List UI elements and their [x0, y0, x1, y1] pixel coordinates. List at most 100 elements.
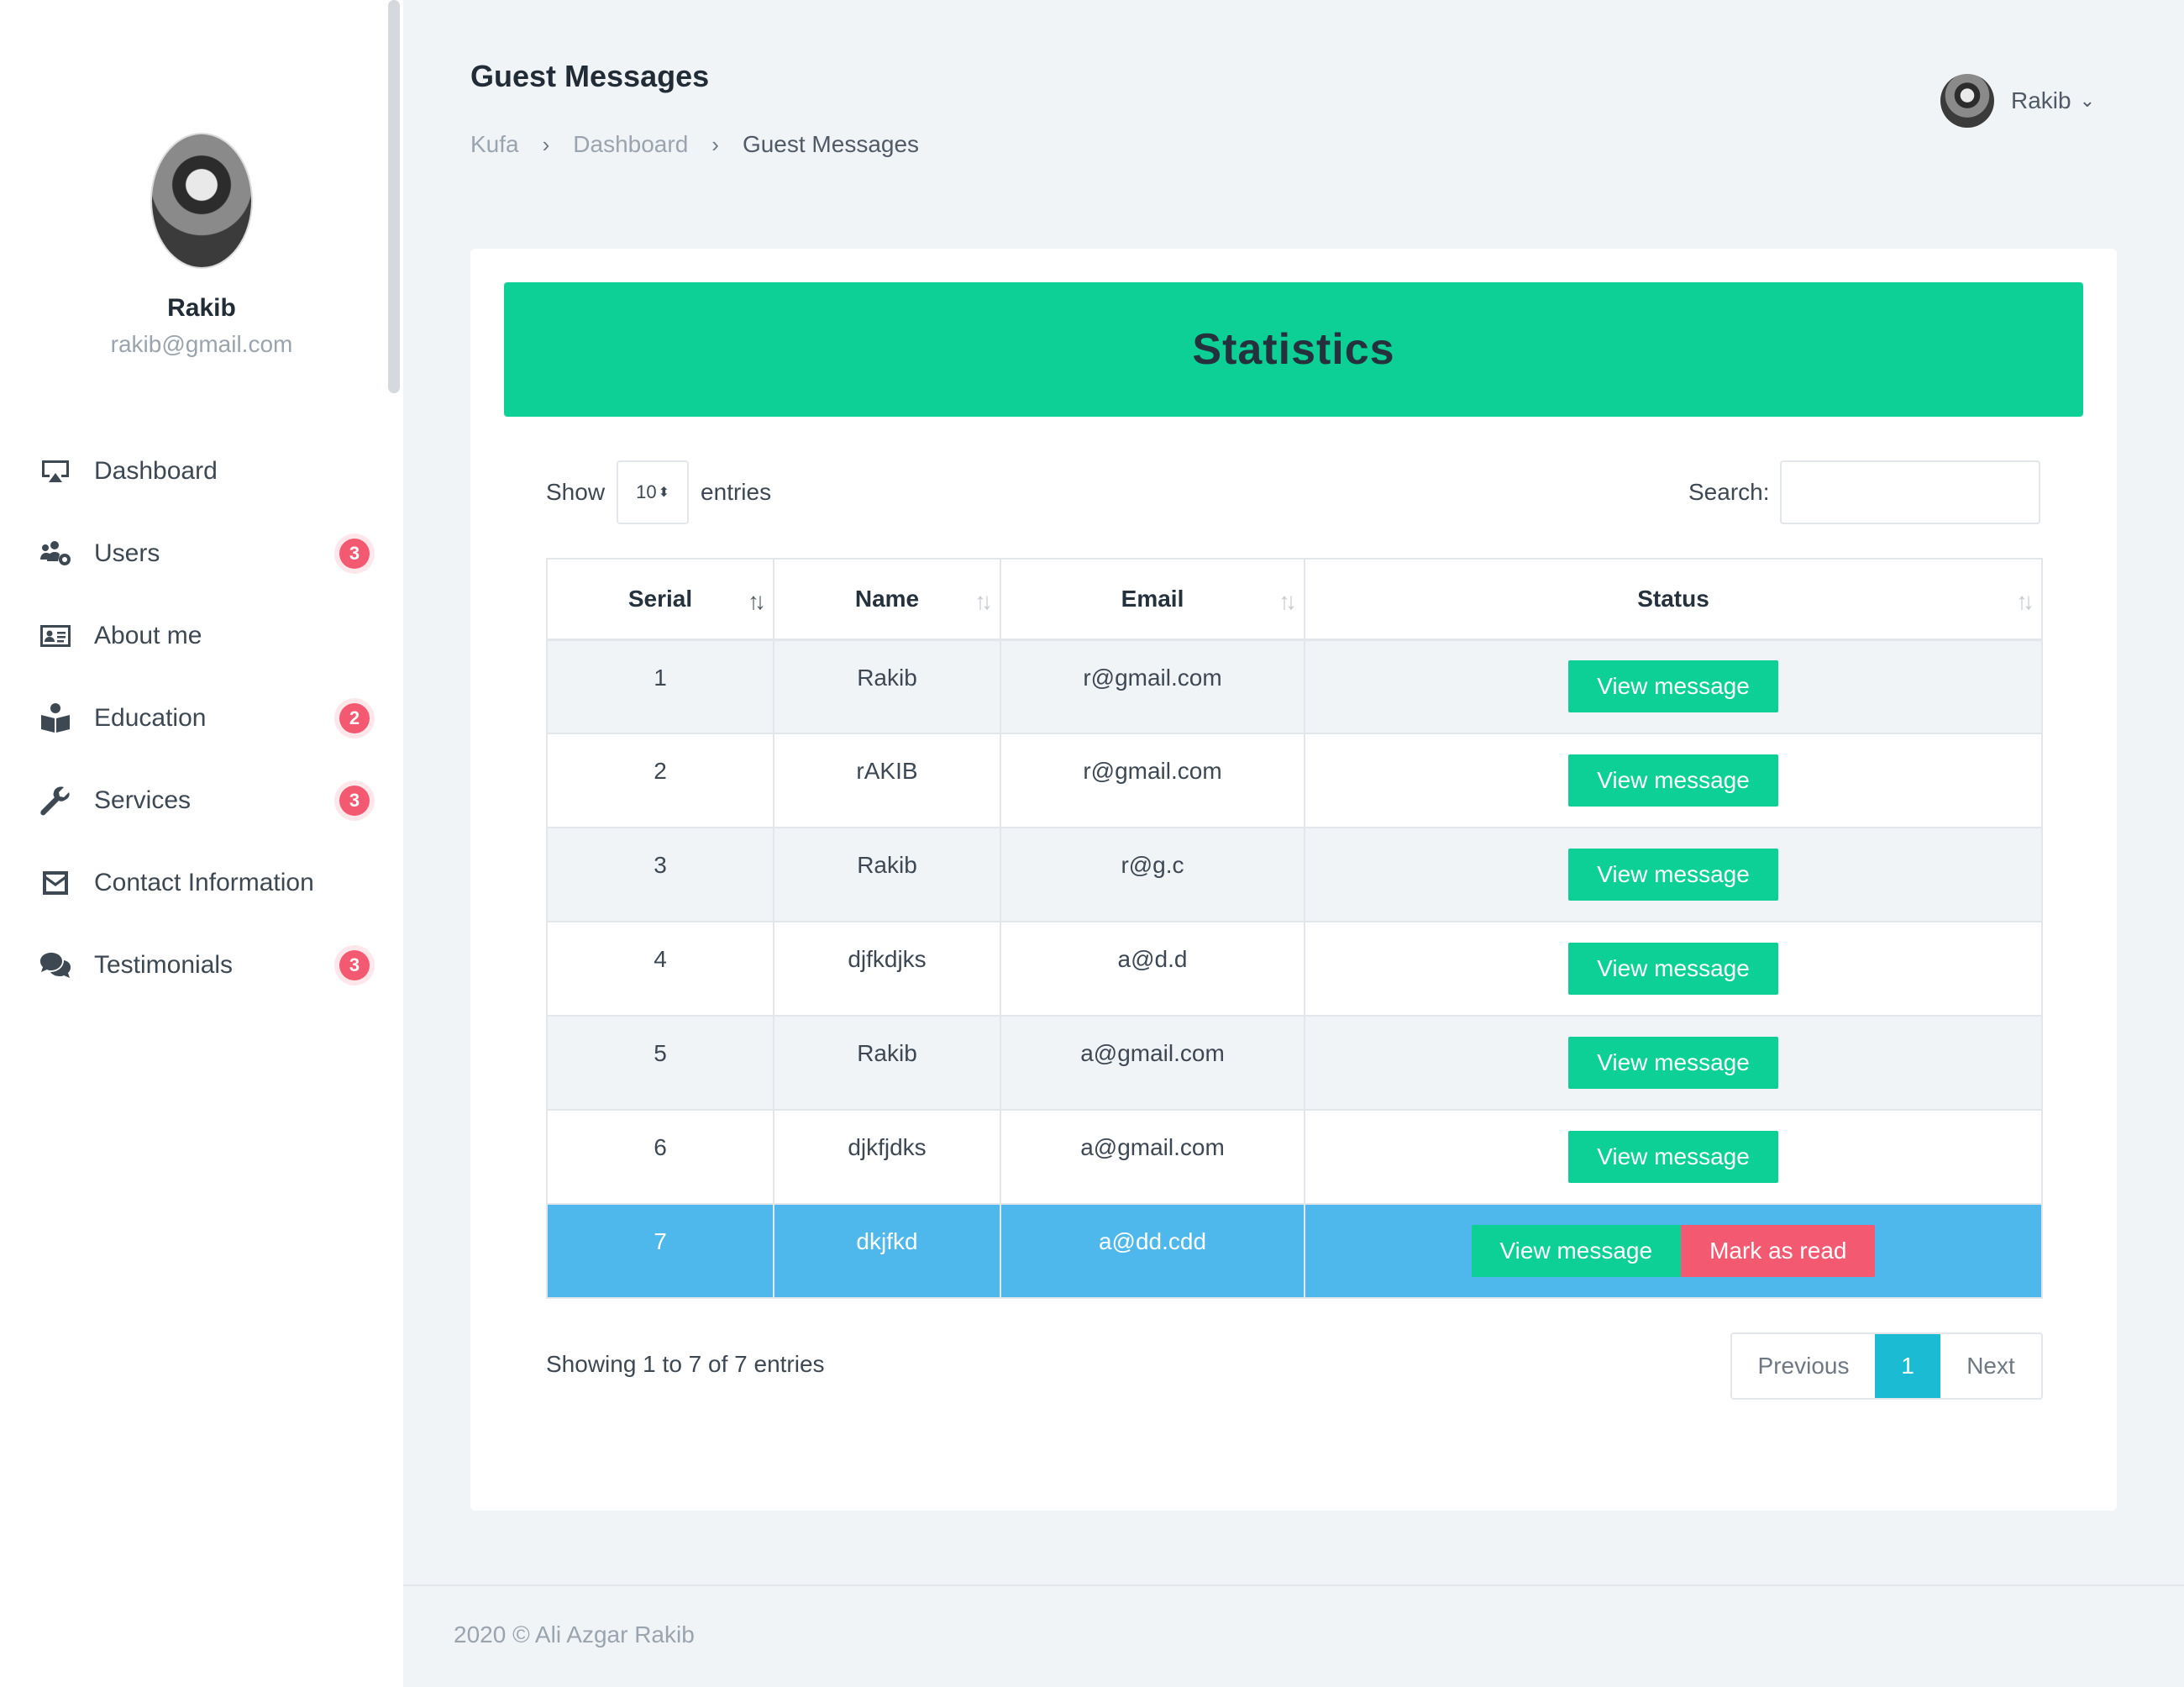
user-menu[interactable]: Rakib ⌄ [1940, 74, 2095, 128]
sort-icon: ↑↓ [974, 587, 993, 614]
cell-name: Rakib [773, 827, 1001, 922]
table-row[interactable]: 5 Rakib a@gmail.com View message [546, 1015, 2043, 1111]
wrench-icon [37, 782, 74, 819]
cell-name: Rakib [773, 1015, 1001, 1111]
view-message-button[interactable]: View message [1568, 849, 1778, 901]
search-input[interactable] [1779, 460, 2040, 524]
sidebar-item-education[interactable]: Education 2 [0, 677, 403, 759]
column-header-serial[interactable]: Serial ↑↓ [546, 558, 774, 641]
avatar [1940, 74, 1994, 128]
cell-status: View message [1304, 639, 2043, 734]
mark-as-read-button[interactable]: Mark as read [1681, 1225, 1876, 1277]
profile-email: rakib@gmail.com [110, 331, 293, 357]
table-row[interactable]: 4 djfkdjks a@d.d View message [546, 921, 2043, 1017]
view-message-button[interactable]: View message [1471, 1225, 1682, 1277]
cell-status: View message [1304, 921, 2043, 1017]
pagination-page-button[interactable]: 1 [1875, 1334, 1940, 1398]
cell-email: a@dd.cdd [1000, 1203, 1305, 1299]
users-gear-icon [37, 535, 74, 572]
page-title: Guest Messages [470, 59, 710, 93]
chevron-right-icon: › [542, 131, 550, 157]
column-header-label: Email [1121, 585, 1184, 612]
sidebar-item-users[interactable]: Users 3 [0, 512, 403, 595]
cell-email: r@g.c [1000, 827, 1305, 922]
profile-block: Rakib rakib@gmail.com [0, 133, 403, 358]
column-header-email[interactable]: Email ↑↓ [1000, 558, 1305, 641]
view-message-button[interactable]: View message [1568, 943, 1778, 995]
cell-email: r@gmail.com [1000, 639, 1305, 734]
table-row[interactable]: 2 rAKIB r@gmail.com View message [546, 733, 2043, 828]
envelope-icon [37, 865, 74, 901]
chevron-down-icon: ⌄ [2079, 90, 2096, 111]
search-control: Search: [1688, 460, 2040, 524]
cell-status: View message [1304, 733, 2043, 828]
sort-arrows-icon: ⬍ [658, 486, 669, 500]
entries-label: entries [701, 479, 772, 505]
column-header-label: Status [1637, 585, 1709, 612]
entries-select-value: 10 [636, 481, 657, 502]
cell-status: View message [1304, 1109, 2043, 1205]
pagination-previous-button[interactable]: Previous [1732, 1334, 1875, 1398]
profile-avatar [150, 133, 253, 269]
table-info: Showing 1 to 7 of 7 entries [546, 1351, 825, 1377]
sidebar-item-about-me[interactable]: About me [0, 595, 403, 677]
sidebar-item-contact-information[interactable]: Contact Information [0, 842, 403, 924]
entries-select[interactable]: 10 ⬍ [617, 460, 690, 524]
table-row-unread[interactable]: 7 dkjfkd a@dd.cdd View message Mark as r… [546, 1203, 2043, 1299]
pagination-next-button[interactable]: Next [1940, 1334, 2041, 1398]
table-row[interactable]: 1 Rakib r@gmail.com View message [546, 639, 2043, 734]
column-header-label: Serial [627, 585, 693, 612]
sidebar-item-label: Services [94, 786, 192, 814]
card-banner-title: Statistics [504, 282, 2083, 417]
cell-serial: 2 [546, 733, 774, 828]
breadcrumb-current: Guest Messages [742, 131, 920, 157]
column-header-name[interactable]: Name ↑↓ [773, 558, 1001, 641]
chevron-right-icon: › [711, 131, 719, 157]
cell-status: View message [1304, 827, 2043, 922]
cell-email: a@d.d [1000, 921, 1305, 1017]
view-message-button[interactable]: View message [1568, 1131, 1778, 1183]
sidebar-item-label: About me [94, 622, 202, 649]
entries-length-control: Show 10 ⬍ entries [546, 460, 771, 524]
breadcrumb: Kufa › Dashboard › Guest Messages [470, 131, 919, 158]
cell-status: View message Mark as read [1304, 1203, 2043, 1299]
breadcrumb-home-link[interactable]: Kufa [470, 131, 519, 157]
sidebar-menu: Dashboard Users 3 About me Education 2 [0, 430, 403, 1006]
table-row[interactable]: 6 djkfjdks a@gmail.com View message [546, 1109, 2043, 1205]
count-badge: 2 [339, 703, 370, 733]
id-card-icon [37, 618, 74, 654]
footer-divider [403, 1585, 2184, 1586]
sidebar-scrollbar[interactable] [388, 0, 400, 393]
cell-serial: 3 [546, 827, 774, 922]
sort-icon: ↑↓ [748, 587, 766, 614]
table-header-row: Serial ↑↓ Name ↑↓ Email ↑↓ Status ↑↓ [546, 558, 2043, 641]
sidebar-item-label: Dashboard [94, 457, 218, 485]
cell-name: djfkdjks [773, 921, 1001, 1017]
book-reader-icon [37, 700, 74, 737]
view-message-button[interactable]: View message [1568, 660, 1778, 713]
pagination: Previous 1 Next [1730, 1332, 2043, 1400]
sidebar-item-label: Testimonials [94, 951, 234, 979]
sidebar-item-label: Users [94, 539, 160, 567]
view-message-button[interactable]: View message [1568, 754, 1778, 807]
comments-icon [37, 947, 74, 984]
cell-serial: 1 [546, 639, 774, 734]
statistics-card: Statistics Show 10 ⬍ entries Search: Seri… [470, 249, 2117, 1511]
table-row[interactable]: 3 Rakib r@g.c View message [546, 827, 2043, 922]
sidebar: Rakib rakib@gmail.com Dashboard Users 3 … [0, 0, 403, 1687]
sidebar-item-dashboard[interactable]: Dashboard [0, 430, 403, 512]
sidebar-item-label: Education [94, 704, 207, 732]
profile-name: Rakib [167, 294, 236, 322]
column-header-status[interactable]: Status ↑↓ [1304, 558, 2043, 641]
cell-serial: 4 [546, 921, 774, 1017]
monitor-icon [37, 453, 74, 490]
breadcrumb-dashboard-link[interactable]: Dashboard [573, 131, 689, 157]
show-label: Show [546, 479, 606, 505]
count-badge: 3 [339, 786, 370, 816]
cell-email: r@gmail.com [1000, 733, 1305, 828]
sidebar-item-testimonials[interactable]: Testimonials 3 [0, 924, 403, 1006]
view-message-button[interactable]: View message [1568, 1037, 1778, 1089]
cell-name: Rakib [773, 639, 1001, 734]
sidebar-item-services[interactable]: Services 3 [0, 759, 403, 842]
cell-name: dkjfkd [773, 1203, 1001, 1299]
